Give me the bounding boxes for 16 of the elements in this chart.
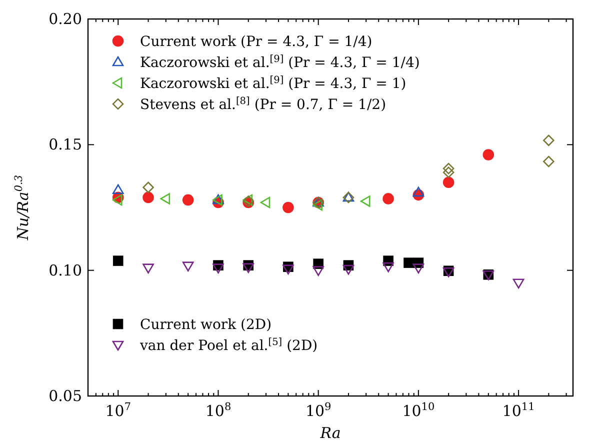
x-tick-label: 10$^{7}$ xyxy=(105,401,132,420)
legend-label: Kaczorowski et al.$^{[9]}$ (Pr = 4.3, Γ = 1) xyxy=(140,74,406,92)
legend-label: Stevens et al.$^{[8]}$ (Pr = 0.7, Γ = 1/2) xyxy=(140,96,386,113)
legend-label: van der Poel et al.$^{[5]}$ (2D) xyxy=(139,336,318,354)
y-tick-label: 0.20 xyxy=(48,10,82,28)
x-tick-label: 10$^{11}$ xyxy=(502,401,535,420)
y-tick-label: 0.15 xyxy=(48,136,82,154)
y-tick-label: 0.10 xyxy=(48,261,82,280)
x-tick-label: 10$^{8}$ xyxy=(205,401,232,420)
y-tick-label: 0.05 xyxy=(48,387,82,405)
x-axis-title: Ra xyxy=(319,424,341,442)
x-tick-label: 10$^{10}$ xyxy=(402,401,435,420)
legend-label: Current work (Pr = 4.3, Γ = 1/4) xyxy=(140,34,372,50)
x-tick-label: 10$^{9}$ xyxy=(305,401,332,420)
legend-label: Kaczorowski et al.$^{[9]}$ (Pr = 4.3, Γ = 1/4) xyxy=(140,54,420,71)
legend-label: Current work (2D) xyxy=(140,317,272,333)
